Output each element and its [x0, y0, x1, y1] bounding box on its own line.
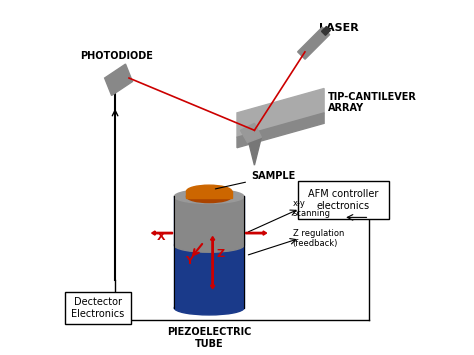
Text: PIEZOELECTRIC
TUBE: PIEZOELECTRIC TUBE: [167, 327, 251, 349]
Text: TIP-CANTILEVER
ARRAY: TIP-CANTILEVER ARRAY: [328, 92, 417, 113]
Text: X: X: [157, 232, 165, 242]
FancyArrow shape: [246, 231, 266, 235]
Text: Dectector
Electronics: Dectector Electronics: [71, 297, 124, 319]
Text: Y: Y: [185, 256, 193, 266]
Polygon shape: [237, 88, 324, 137]
Ellipse shape: [174, 190, 244, 203]
Polygon shape: [240, 123, 261, 142]
Text: LASER: LASER: [319, 23, 359, 33]
Text: AFM controller
electronics: AFM controller electronics: [308, 189, 378, 211]
FancyBboxPatch shape: [64, 292, 131, 324]
Bar: [174, 196, 244, 245]
Text: x-y
scanning: x-y scanning: [293, 199, 331, 218]
Text: SAMPLE: SAMPLE: [215, 171, 295, 189]
Polygon shape: [237, 113, 324, 148]
Polygon shape: [298, 27, 329, 59]
Ellipse shape: [174, 238, 244, 252]
Polygon shape: [105, 64, 133, 95]
FancyArrow shape: [152, 231, 173, 235]
FancyArrow shape: [210, 263, 215, 289]
Text: Z: Z: [216, 250, 224, 260]
Ellipse shape: [186, 190, 232, 203]
Text: PHOTODIODE: PHOTODIODE: [80, 51, 153, 61]
Polygon shape: [321, 26, 330, 35]
Bar: [174, 196, 244, 308]
FancyBboxPatch shape: [298, 181, 389, 219]
Ellipse shape: [174, 301, 244, 315]
FancyArrow shape: [210, 236, 215, 263]
Text: Z regulation
(feedback): Z regulation (feedback): [293, 229, 344, 248]
Bar: [186, 191, 232, 198]
Polygon shape: [247, 137, 261, 165]
Ellipse shape: [186, 185, 232, 197]
